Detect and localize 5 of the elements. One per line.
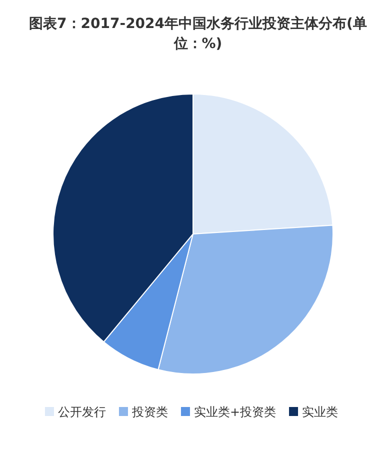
chart-title: 图表7：2017-2024年中国水务行业投资主体分布(单位：%)	[29, 15, 367, 52]
legend-label: 公开发行	[58, 405, 106, 419]
legend-label: 投资类	[130, 405, 168, 419]
legend-label: 实业类	[302, 405, 338, 419]
legend-label: 实业类+投资类	[194, 405, 276, 419]
